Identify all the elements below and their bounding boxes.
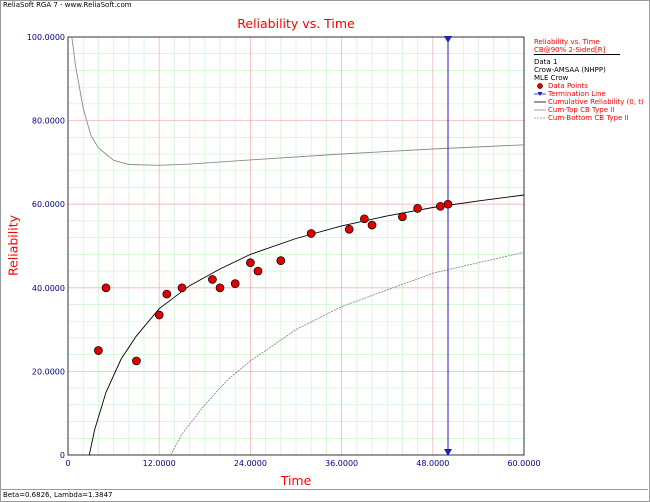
data-point bbox=[101, 283, 111, 293]
data-point bbox=[413, 204, 422, 213]
series-line-cum-top-cb-type-ii bbox=[71, 36, 525, 166]
legend-title: Reliability vs. Time bbox=[534, 38, 600, 46]
legend-circle-icon bbox=[537, 83, 543, 89]
data-point bbox=[246, 258, 255, 268]
data-point bbox=[230, 279, 240, 288]
data-point bbox=[436, 201, 445, 211]
legend-item-cum-bottom-cb: Cum-Bottom CB Type II bbox=[534, 114, 646, 122]
data-point bbox=[132, 356, 141, 366]
legend-item-data-points: Data Points bbox=[534, 82, 646, 90]
data-point bbox=[306, 229, 316, 238]
x-axis-title: Time bbox=[280, 473, 312, 488]
legend-item-label: Cum-Top CB Type II bbox=[548, 106, 615, 114]
data-point bbox=[360, 214, 369, 224]
legend-item-label: Data Points bbox=[548, 82, 588, 90]
app-header: ReliaSoft RGA 7 - www.ReliaSoft.com bbox=[3, 1, 132, 9]
data-point bbox=[367, 220, 377, 230]
legend-triangle-icon bbox=[534, 92, 546, 96]
data-point bbox=[276, 256, 286, 265]
y-tick-label: 100.0000 bbox=[27, 33, 65, 42]
data-point bbox=[208, 275, 217, 284]
legend-line-icon bbox=[534, 109, 546, 111]
data-point bbox=[162, 289, 172, 299]
footer-divider bbox=[0, 489, 648, 490]
legend-divider bbox=[534, 54, 620, 55]
legend: Reliability vs. Time CB@90% 2-Sided[R] D… bbox=[534, 38, 646, 122]
x-tick-label: 24.0000 bbox=[234, 459, 267, 468]
y-tick-label: 20.0000 bbox=[32, 367, 65, 376]
legend-method: MLE Crow bbox=[534, 74, 569, 82]
x-tick-label: 0 bbox=[65, 459, 70, 468]
data-point bbox=[398, 212, 407, 222]
y-axis-title: Reliability bbox=[5, 214, 21, 277]
termination-top-marker bbox=[444, 36, 452, 43]
data-point bbox=[215, 283, 225, 293]
data-point bbox=[344, 224, 354, 234]
data-point bbox=[94, 346, 103, 355]
x-tick-label: 36.0000 bbox=[325, 459, 358, 468]
termination-bottom-marker bbox=[444, 449, 452, 456]
x-tick-label: 12.0000 bbox=[143, 459, 176, 468]
data-point bbox=[177, 283, 187, 293]
plot-border bbox=[67, 36, 525, 456]
data-point bbox=[154, 310, 164, 320]
legend-model: Crow-AMSAA (NHPP) bbox=[534, 66, 606, 74]
legend-item-label: Cumulative Reliability (0, t) bbox=[548, 98, 644, 106]
legend-item-cumulative-reliability: Cumulative Reliability (0, t) bbox=[534, 98, 646, 106]
model-parameters: Beta=0.6826, Lambda=1.3847 bbox=[3, 491, 113, 499]
legend-item-cum-top-cb: Cum-Top CB Type II bbox=[534, 106, 646, 114]
legend-line-icon bbox=[534, 117, 546, 119]
x-tick-label: 48.0000 bbox=[416, 459, 449, 468]
y-tick-label: 40.0000 bbox=[32, 284, 65, 293]
data-point bbox=[443, 199, 453, 209]
y-tick-label: 60.0000 bbox=[32, 200, 65, 209]
legend-data-label: Data 1 bbox=[534, 58, 558, 66]
x-tick-label: 60.0000 bbox=[507, 459, 540, 468]
legend-item-label: Cum-Bottom CB Type II bbox=[548, 114, 629, 122]
y-tick-label: 0 bbox=[60, 451, 65, 460]
data-point bbox=[253, 266, 263, 276]
legend-item-termination-line: Termination Line bbox=[534, 90, 646, 98]
chart-title: Reliability vs. Time bbox=[237, 16, 355, 31]
y-tick-label: 80.0000 bbox=[32, 117, 65, 126]
legend-item-label: Termination Line bbox=[548, 90, 606, 98]
legend-subtitle: CB@90% 2-Sided[R] bbox=[534, 46, 606, 54]
legend-line-icon bbox=[534, 101, 546, 103]
